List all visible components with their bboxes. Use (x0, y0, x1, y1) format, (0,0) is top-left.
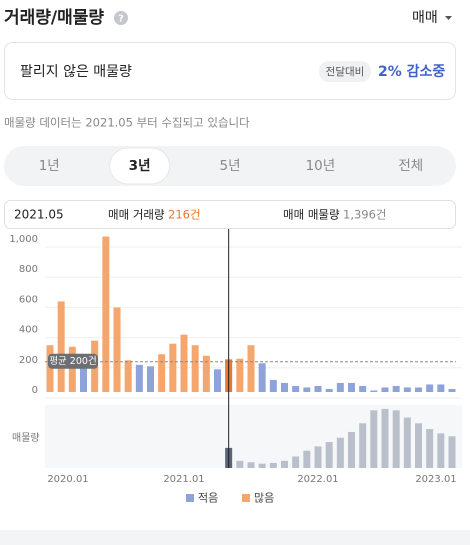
y-tick-label: 0 (32, 385, 38, 396)
stock-panel (45, 405, 462, 468)
x-tick-label: 2021.01 (163, 474, 204, 485)
stock-bar (258, 463, 266, 468)
y-tick-label: 200 (19, 355, 38, 366)
y-tick-label: 1,000 (9, 234, 38, 245)
bar (437, 384, 445, 392)
bar (135, 364, 143, 392)
legend-swatch (186, 494, 194, 502)
legend-label: 적음 (198, 492, 218, 505)
stock-bar (359, 423, 367, 468)
stock-bar (370, 410, 378, 468)
title: 거래량/매물량 (4, 8, 104, 28)
bar (124, 360, 132, 392)
stock-bar (392, 410, 400, 468)
stock-bar (448, 436, 456, 468)
stock-bar (403, 417, 411, 468)
bar (202, 355, 210, 392)
stock-bar (437, 433, 445, 468)
stock-bar (236, 460, 244, 468)
bar (214, 369, 221, 392)
bar (336, 382, 344, 392)
y-tick-label: 600 (19, 294, 38, 305)
bar (269, 379, 277, 392)
bar (448, 388, 456, 392)
y-tick-label: 800 (19, 264, 38, 275)
bar (348, 382, 355, 392)
menu-caret (445, 16, 452, 20)
bar (147, 366, 154, 392)
tab[interactable]: 전체 (398, 158, 423, 174)
help-icon[interactable] (114, 11, 128, 25)
tooltip-label: 매매 매물량 (283, 208, 340, 222)
bar (57, 301, 65, 392)
tab-selected (109, 147, 171, 185)
x-tick-label: 2023.01 (415, 474, 456, 485)
bar (292, 385, 300, 392)
stock-bar (314, 446, 322, 468)
bar (113, 307, 121, 392)
bar (281, 382, 288, 392)
badge-text: 전달대비 (326, 66, 365, 78)
bar (415, 387, 422, 392)
badge (319, 61, 371, 82)
average-label: 평균 200건 (49, 356, 96, 367)
stock-bar (426, 429, 434, 468)
bar (191, 345, 199, 392)
stock-bar (281, 460, 288, 468)
tooltip-value: 1,396건 (343, 208, 387, 222)
panel-label: 매물량 (12, 432, 40, 444)
help-icon-glyph: ? (118, 14, 124, 25)
bar (403, 387, 411, 392)
bar (314, 385, 322, 392)
y-tick-label: 400 (19, 325, 38, 336)
tab[interactable]: 3년 (129, 158, 151, 174)
stock-bar (292, 456, 300, 468)
tab[interactable]: 5년 (219, 158, 240, 174)
bar (180, 334, 188, 392)
stock-bar (269, 462, 277, 468)
bar (426, 384, 434, 392)
tab[interactable]: 1년 (39, 158, 60, 174)
card-change: 2% 감소중 (378, 63, 445, 80)
legend-swatch (242, 494, 250, 502)
bar (381, 387, 389, 392)
bar (370, 390, 378, 392)
bar (247, 345, 255, 392)
bar (46, 345, 54, 392)
note: 매물량 데이터는 2021.05 부터 수집되고 있습니다 (4, 116, 250, 130)
tooltip (4, 200, 456, 229)
stock-bar (325, 442, 333, 468)
card-label: 팔리지 않은 매물량 (20, 64, 132, 80)
legend-label: 많음 (254, 492, 274, 505)
tooltip-label: 매매 거래량 (108, 208, 165, 222)
bar (258, 363, 266, 392)
x-tick-label: 2020.01 (47, 474, 88, 485)
bar (102, 236, 110, 392)
bar (80, 363, 87, 392)
average-badge (48, 353, 98, 369)
bar (68, 346, 76, 392)
stock-bar (247, 462, 255, 468)
bar (325, 388, 333, 392)
bar (392, 385, 400, 392)
bar (169, 343, 177, 392)
tab[interactable]: 10년 (306, 158, 336, 174)
bar (158, 354, 166, 392)
bar (303, 387, 311, 392)
stock-bar (415, 423, 422, 468)
card (4, 42, 456, 100)
stock-bar (336, 437, 344, 468)
tooltip-date: 2021.05 (14, 208, 64, 222)
tooltip-value: 216건 (168, 208, 201, 222)
x-tick-label: 2022.01 (297, 474, 338, 485)
stock-bar (348, 431, 355, 468)
stock-bar (381, 408, 389, 468)
bar (236, 358, 244, 392)
footer-band (0, 530, 470, 545)
menu[interactable]: 매매 (412, 10, 438, 26)
bar (359, 385, 367, 392)
stock-bar (303, 450, 311, 468)
